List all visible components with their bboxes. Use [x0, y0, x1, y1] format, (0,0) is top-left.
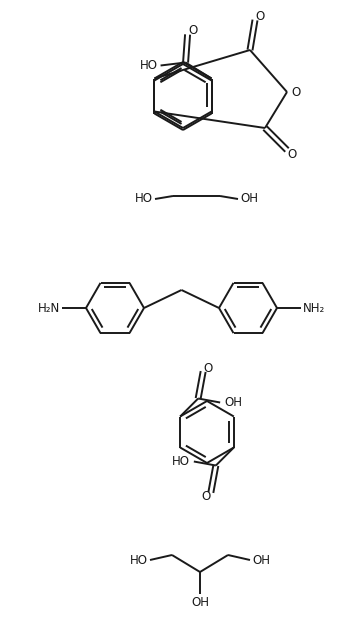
Text: O: O	[287, 147, 297, 160]
Text: OH: OH	[224, 396, 242, 409]
Text: H₂N: H₂N	[38, 301, 60, 315]
Text: OH: OH	[191, 595, 209, 608]
Text: OH: OH	[240, 192, 258, 206]
Text: O: O	[188, 24, 197, 37]
Text: HO: HO	[172, 455, 190, 468]
Text: HO: HO	[130, 553, 148, 567]
Text: HO: HO	[140, 59, 158, 72]
Text: NH₂: NH₂	[303, 301, 325, 315]
Text: O: O	[291, 85, 300, 99]
Text: O: O	[255, 10, 265, 24]
Text: OH: OH	[252, 553, 270, 567]
Text: O: O	[204, 362, 213, 375]
Text: O: O	[201, 490, 210, 503]
Text: HO: HO	[135, 192, 153, 206]
